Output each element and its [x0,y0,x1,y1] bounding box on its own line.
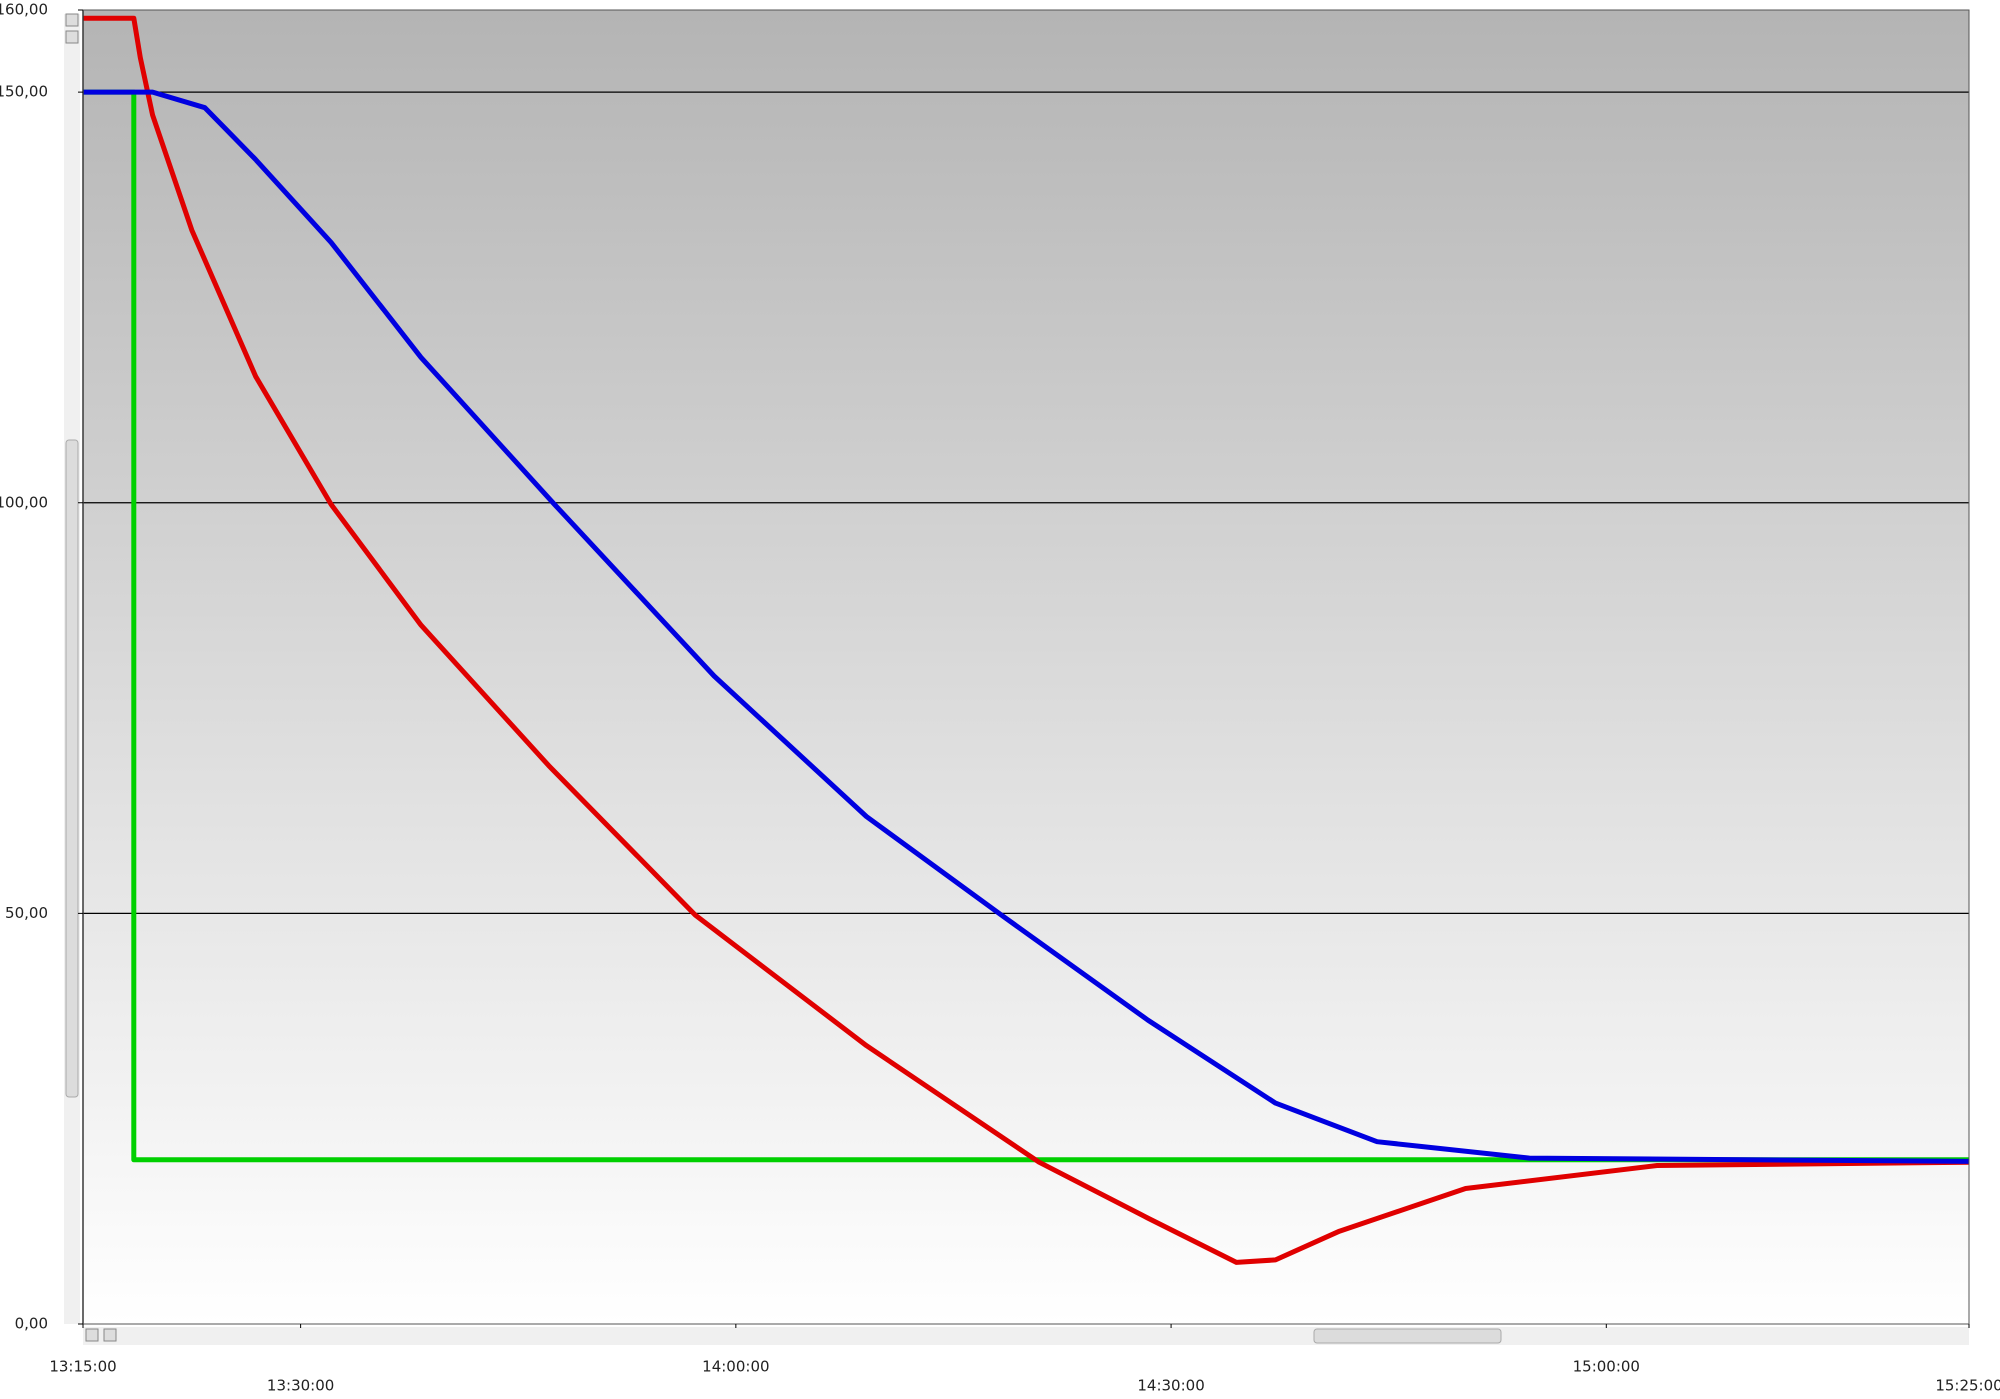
series-line [83,89,1970,1164]
h-scrollbar[interactable] [83,1327,1969,1345]
x-tick-label: 15:00:00 [1573,1358,1640,1376]
x-tick-label: 14:00:00 [702,1358,769,1376]
y-tick-label: 150,00 [0,83,48,101]
y-tick-label: 160,00 [0,1,48,19]
y-tick-label: 100,00 [0,493,48,511]
reset-button[interactable] [103,1328,117,1342]
x-tick-label: 15:25:00 [1935,1377,2000,1395]
reset-button[interactable] [65,30,79,44]
x-tick-label: 13:30:00 [267,1377,334,1395]
zoom-button[interactable] [65,13,79,27]
x-tick-label: 14:30:00 [1137,1377,1204,1395]
zoom-button[interactable] [85,1328,99,1342]
x-tick-label: 13:15:00 [49,1358,116,1376]
plot-area [83,10,1969,1324]
series-line [83,15,1970,1265]
h-scroll-thumb[interactable] [1313,1328,1502,1344]
plot-border [82,9,1970,1325]
y-tick-label: 0,00 [15,1315,48,1333]
plot [83,15,1970,1265]
y-tick-label: 50,00 [5,904,48,922]
v-scroll-thumb[interactable] [65,439,79,1098]
